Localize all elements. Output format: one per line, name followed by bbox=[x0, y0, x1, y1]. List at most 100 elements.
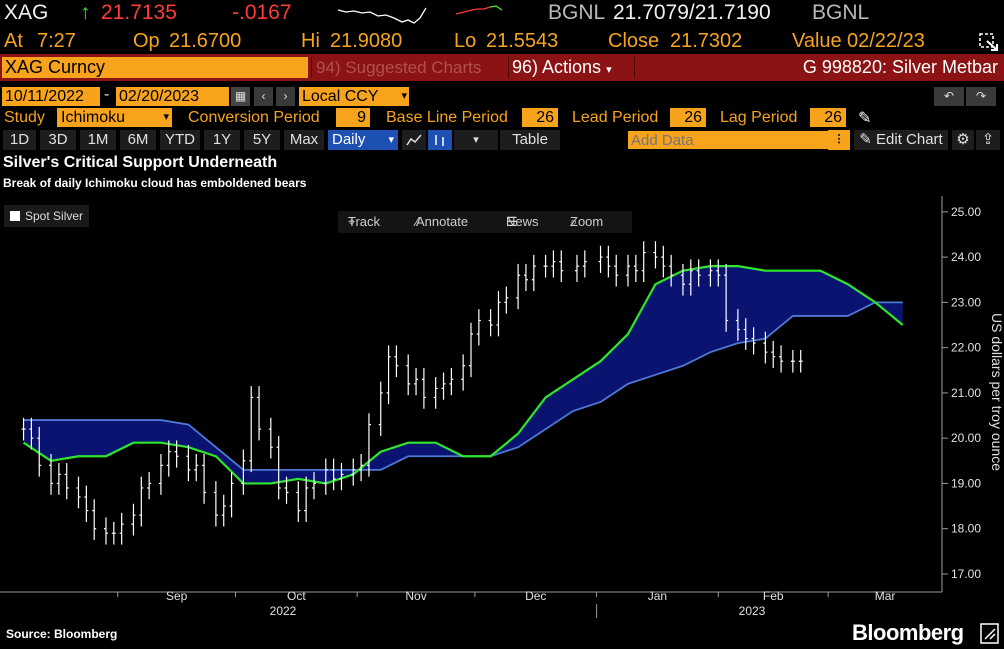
track-label: Track bbox=[348, 214, 381, 229]
news-label: News bbox=[506, 214, 539, 229]
edit-chart-button[interactable]: ✎ Edit Chart bbox=[854, 130, 948, 150]
high-label: Hi bbox=[301, 30, 320, 52]
x-tick-label: Oct bbox=[287, 589, 306, 603]
value-date: 02/22/23 bbox=[847, 30, 925, 52]
y-tick-label: 22.00 bbox=[951, 341, 981, 355]
chart-subtitle: Break of daily Ichimoku cloud has embold… bbox=[3, 176, 307, 190]
edit-chart-label: Edit Chart bbox=[876, 131, 943, 148]
conversion-period-label: Conversion Period bbox=[188, 109, 320, 126]
legend[interactable]: Spot Silver bbox=[4, 205, 90, 227]
frequency-value: Daily bbox=[332, 131, 366, 148]
ichimoku-cloud bbox=[23, 266, 903, 484]
quote-header: XAG ↑ 21.7135 -.0167 BGNL 21.7079/21.719… bbox=[0, 0, 1004, 28]
redo-icon[interactable]: ↷ bbox=[966, 87, 996, 106]
command-bar: XAG Curncy 94) Suggested Charts 96) Acti… bbox=[0, 54, 1004, 81]
open-label: Op bbox=[133, 30, 160, 52]
conversion-period-input[interactable]: 9 bbox=[336, 108, 370, 127]
time-label: At bbox=[4, 30, 23, 52]
resize-grip-icon[interactable] bbox=[980, 623, 1000, 645]
pencil-icon: ✎ bbox=[859, 131, 872, 148]
low-value: 21.5543 bbox=[486, 30, 559, 52]
y-tick-label: 20.00 bbox=[951, 431, 981, 445]
lead-period-label: Lead Period bbox=[572, 109, 659, 126]
intraday-sparkline-icon bbox=[337, 7, 427, 24]
suggested-charts-button[interactable]: 94) Suggested Charts bbox=[316, 58, 482, 77]
tab-5y[interactable]: 5Y bbox=[244, 130, 280, 150]
x-tick-label: Jan bbox=[648, 589, 667, 603]
bar-chart-icon[interactable] bbox=[428, 130, 452, 150]
table-button[interactable]: Table bbox=[500, 130, 560, 150]
chart-title: Silver's Critical Support Underneath bbox=[3, 154, 278, 171]
security-field[interactable]: XAG Curncy bbox=[2, 57, 308, 78]
zoom-label: Zoom bbox=[570, 214, 604, 229]
start-date-input[interactable]: 10/11/2022 bbox=[2, 87, 100, 106]
x-year-label: 2023 bbox=[739, 604, 766, 618]
actions-menu[interactable]: 96) Actions ▾ bbox=[512, 57, 612, 81]
y-tick-label: 23.00 bbox=[951, 295, 981, 309]
tab-1m[interactable]: 1M bbox=[80, 130, 116, 150]
undo-icon[interactable]: ↶ bbox=[934, 87, 964, 106]
add-data-menu-icon[interactable]: ⁝ bbox=[828, 130, 850, 150]
y-tick-label: 17.00 bbox=[951, 567, 981, 581]
chart-type-dropdown-icon[interactable]: ▾ bbox=[454, 130, 498, 150]
line-chart-icon[interactable] bbox=[402, 130, 426, 150]
actions-label: 96) Actions bbox=[512, 57, 602, 77]
y-tick-label: 19.00 bbox=[951, 476, 981, 490]
pencil-icon[interactable]: ✎ bbox=[858, 110, 872, 127]
x-tick-label: Sep bbox=[166, 589, 188, 603]
y-tick-label: 21.00 bbox=[951, 386, 981, 400]
add-data-input[interactable] bbox=[628, 131, 848, 149]
frequency-select[interactable]: Daily ▾ bbox=[328, 130, 398, 150]
tab-1y[interactable]: 1Y bbox=[204, 130, 240, 150]
tab-6m[interactable]: 6M bbox=[120, 130, 156, 150]
y-axis-title: US dollars per troy ounce bbox=[989, 313, 1004, 471]
tab-1d[interactable]: 1D bbox=[3, 130, 36, 150]
symbol: XAG bbox=[4, 1, 49, 24]
base-line-period-input[interactable]: 26 bbox=[522, 108, 558, 127]
up-arrow-icon: ↑ bbox=[80, 1, 91, 24]
annotate-label: Annotate bbox=[416, 214, 469, 229]
x-tick-label: Dec bbox=[525, 589, 546, 603]
lead-period-input[interactable]: 26 bbox=[670, 108, 706, 127]
currency-value: Local CCY bbox=[302, 88, 379, 105]
ichimoku-chart: 25.00 24.00 23.00 22.00 21.00 20.00 19.00 18.00… bbox=[0, 196, 1004, 618]
tab-max[interactable]: Max bbox=[284, 130, 324, 150]
lag-period-label: Lag Period bbox=[720, 109, 798, 126]
security-description: G 998820: Silver Metbar bbox=[802, 57, 998, 77]
quote-stats: At 7:27 Op 21.6700 Hi 21.9080 Lo 21.5543… bbox=[0, 28, 1004, 54]
study-name: Ichimoku bbox=[61, 109, 126, 126]
divider bbox=[311, 57, 312, 78]
end-date-input[interactable]: 02/20/2023 bbox=[116, 87, 229, 106]
lag-period-input[interactable]: 26 bbox=[810, 108, 846, 127]
date-range-row: 10/11/2022 - 02/20/2023 ▦ ‹ › Local CCY ▾… bbox=[0, 86, 1004, 108]
bid-source: BGNL bbox=[548, 1, 606, 24]
close-label: Close bbox=[608, 30, 660, 52]
prev-period-button[interactable]: ‹ bbox=[254, 87, 273, 106]
quote-time: 7:27 bbox=[37, 30, 76, 52]
calendar-icon[interactable]: ▦ bbox=[231, 87, 250, 106]
period-tabs: 1D 3D 1M 6M YTD 1Y 5Y Max Daily ▾ ▾ Table… bbox=[0, 130, 1004, 150]
dropdown-arrow-icon: ▾ bbox=[401, 90, 407, 102]
legend-label: Spot Silver bbox=[25, 209, 84, 223]
study-select[interactable]: Ichimoku ▾ bbox=[57, 108, 172, 127]
y-tick-label: 24.00 bbox=[951, 250, 981, 264]
dropdown-arrow-icon: ▾ bbox=[388, 134, 394, 146]
expand-icon[interactable] bbox=[978, 32, 1000, 52]
bid-ask: 21.7079/21.7190 bbox=[613, 1, 771, 24]
tab-ytd[interactable]: YTD bbox=[160, 130, 200, 150]
x-tick-label: Nov bbox=[405, 589, 426, 603]
high-value: 21.9080 bbox=[330, 30, 403, 52]
ask-source: BGNL bbox=[812, 1, 870, 24]
study-row: Study Ichimoku ▾ Conversion Period 9 Base… bbox=[0, 108, 1004, 130]
open-value: 21.6700 bbox=[169, 30, 242, 52]
value-label: Value bbox=[792, 30, 842, 52]
currency-select[interactable]: Local CCY ▾ bbox=[299, 87, 409, 106]
export-icon[interactable]: ⇪ bbox=[976, 130, 1000, 150]
bloomberg-logo: Bloomberg bbox=[852, 620, 964, 645]
chart-settings-icon[interactable]: ⚙ bbox=[952, 130, 974, 150]
tab-3d[interactable]: 3D bbox=[40, 130, 76, 150]
y-tick-label: 18.00 bbox=[951, 522, 981, 536]
trend-sparkline-icon bbox=[455, 5, 503, 15]
next-period-button[interactable]: › bbox=[276, 87, 295, 106]
date-separator: - bbox=[104, 86, 110, 103]
